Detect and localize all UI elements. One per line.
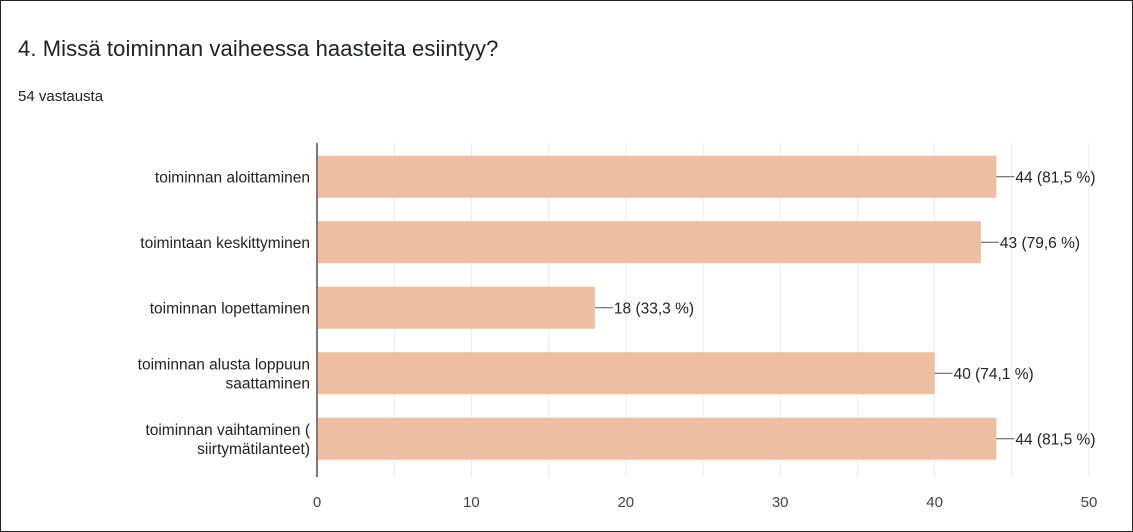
bar <box>318 418 996 460</box>
x-tick-label: 20 <box>617 494 634 511</box>
category-label: toiminnan aloittaminen <box>155 169 310 186</box>
x-tick-labels: 0 10 20 30 40 50 <box>313 494 1098 511</box>
bar <box>318 156 996 198</box>
category-labels: toiminnan aloittaminen toimintaan keskitt… <box>138 169 311 458</box>
category-label: toiminnan alusta loppuun <box>138 356 310 373</box>
category-label: toimintaan keskittyminen <box>140 235 310 252</box>
bar <box>318 352 935 394</box>
category-label: toiminnan lopettaminen <box>150 300 310 317</box>
category-label: saattaminen <box>226 375 310 392</box>
x-tick-label: 50 <box>1081 494 1098 511</box>
data-label: 44 (81,5 %) <box>1015 169 1095 186</box>
x-tick-label: 10 <box>463 494 480 511</box>
category-label: siirtymätilanteet) <box>197 441 310 458</box>
data-label: 40 (74,1 %) <box>954 366 1034 383</box>
x-tick-label: 30 <box>772 494 789 511</box>
bar <box>318 287 595 329</box>
data-label: 44 (81,5 %) <box>1015 431 1095 448</box>
x-tick-label: 0 <box>313 494 321 511</box>
data-label: 43 (79,6 %) <box>1000 235 1080 252</box>
category-label: toiminnan vaihtaminen ( <box>145 422 310 439</box>
bar <box>318 221 981 263</box>
data-label: 18 (33,3 %) <box>614 300 694 317</box>
value-labels: 44 (81,5 %) 43 (79,6 %) 18 (33,3 %) 40 (74,… <box>595 169 1096 448</box>
x-tick-label: 40 <box>926 494 943 511</box>
